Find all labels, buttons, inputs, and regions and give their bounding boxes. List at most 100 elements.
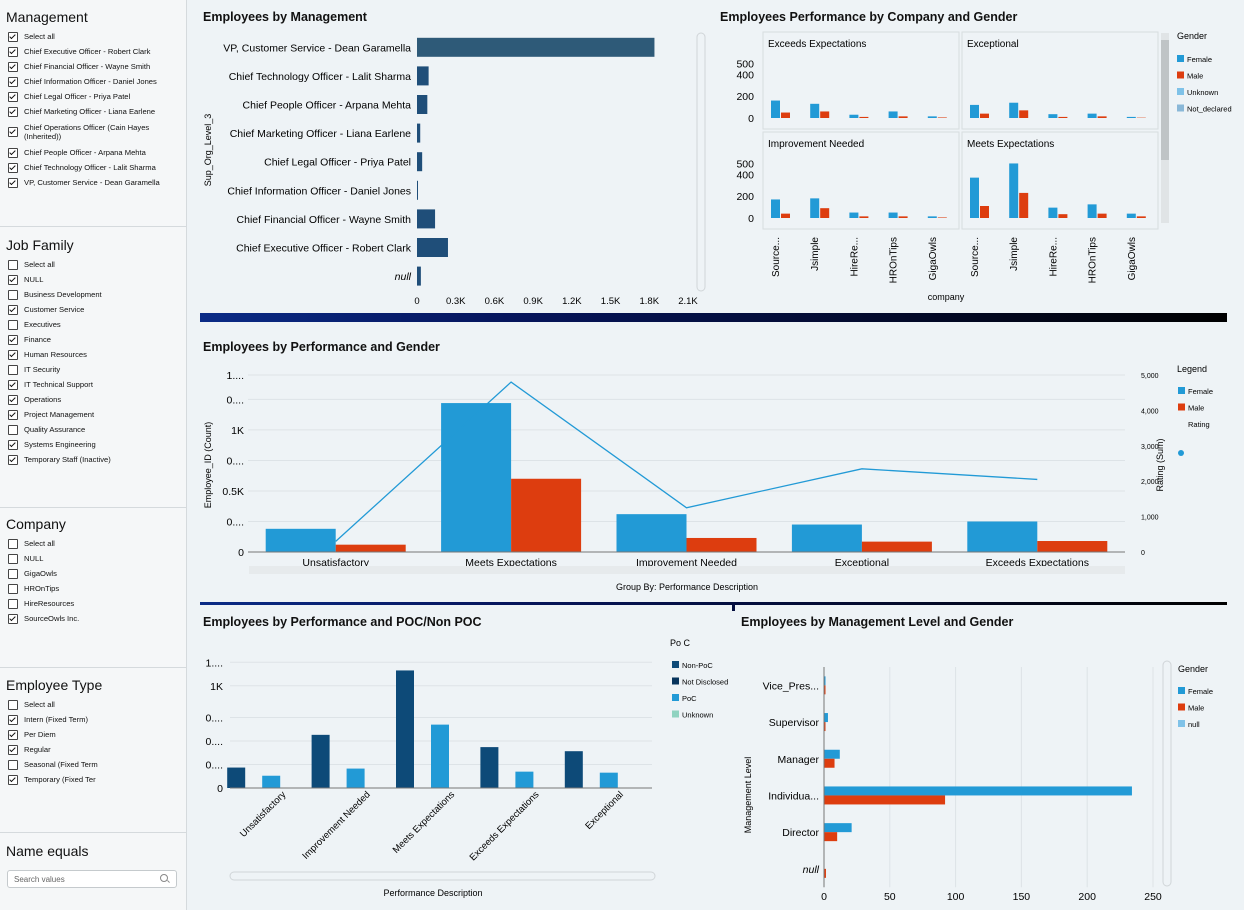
filter-option[interactable]: Project Management [8,407,186,422]
legend-swatch [672,694,679,701]
filter-option[interactable]: Chief Financial Officer - Wayne Smith [8,59,186,74]
checkbox[interactable] [8,274,18,285]
filter-option[interactable]: Chief Marketing Officer - Liana Earlene [8,104,186,119]
bar [861,541,932,552]
filter-option[interactable]: Select all [8,697,186,712]
checkbox[interactable] [8,598,18,609]
checkbox[interactable] [8,162,18,173]
checkbox[interactable] [8,424,18,435]
filter-option[interactable]: Chief Legal Officer - Priya Patel [8,89,186,104]
category-label: Chief Executive Officer - Robert Clark [236,243,412,255]
checkbox[interactable] [8,334,18,345]
checkbox[interactable] [8,583,18,594]
filter-option[interactable]: HireResources [8,596,186,611]
checkbox[interactable] [8,46,18,57]
filter-option[interactable]: VP, Customer Service - Dean Garamella [8,175,186,190]
checkbox[interactable] [8,409,18,420]
checkbox[interactable] [8,147,18,158]
filter-option[interactable]: Finance [8,332,186,347]
checkbox[interactable] [8,106,18,117]
bar [824,713,828,723]
checkbox[interactable] [8,394,18,405]
bar [265,528,336,552]
filter-option-label: NULL [24,554,44,563]
filter-option[interactable]: Executives [8,317,186,332]
checkbox[interactable] [8,553,18,564]
divider [0,667,186,668]
category-label: Manager [778,754,820,766]
checkbox[interactable] [8,714,18,725]
checkbox[interactable] [8,31,18,42]
filter-option[interactable]: Quality Assurance [8,422,186,437]
filter-option[interactable]: Systems Engineering [8,437,186,452]
filter-option[interactable]: Per Diem [8,727,186,742]
filter-option[interactable]: Intern (Fixed Term) [8,712,186,727]
filter-option[interactable]: NULL [8,551,186,566]
legend-label: Not Disclosed [682,678,728,687]
filter-option[interactable]: GigaOwls [8,566,186,581]
name-filter-title: Name equals [6,843,89,859]
y-tick-label: 0.5K [222,486,244,498]
filter-option[interactable]: SourceOwls Inc. [8,611,186,626]
bar [859,116,869,118]
filter-option[interactable]: NULL [8,272,186,287]
filter-option[interactable]: Operations [8,392,186,407]
checkbox[interactable] [8,699,18,710]
bar [810,198,820,218]
filter-option[interactable]: Temporary Staff (Inactive) [8,452,186,467]
filter-option[interactable]: IT Technical Support [8,377,186,392]
filter-option[interactable]: Select all [8,536,186,551]
filter-option[interactable]: Chief Technology Officer - Lalit Sharma [8,160,186,175]
filter-option[interactable]: Temporary (Fixed Ter [8,772,186,787]
x-tick-label: GigaOwls [928,237,939,280]
filter-option[interactable]: Customer Service [8,302,186,317]
checkbox[interactable] [8,61,18,72]
checkbox[interactable] [8,259,18,270]
filter-option[interactable]: Regular [8,742,186,757]
filter-option[interactable]: Business Development [8,287,186,302]
checkbox[interactable] [8,774,18,785]
checkbox[interactable] [8,538,18,549]
bar [1126,213,1136,218]
filter-option[interactable]: Chief Executive Officer - Robert Clark [8,44,186,59]
x-tick-label: Meets Expectations [391,789,458,856]
filter-option[interactable]: Select all [8,257,186,272]
filter-option[interactable]: Human Resources [8,347,186,362]
legend-swatch [1178,720,1185,727]
filter-option[interactable]: IT Security [8,362,186,377]
checkbox[interactable] [8,91,18,102]
checkbox[interactable] [8,729,18,740]
checkbox[interactable] [8,304,18,315]
bar [1037,541,1108,552]
filter-option[interactable]: Seasonal (Fixed Term [8,757,186,772]
checkbox[interactable] [8,744,18,755]
checkbox[interactable] [8,454,18,465]
filter-option[interactable]: Chief People Officer - Arpana Mehta [8,145,186,160]
checkbox[interactable] [8,127,18,137]
checkbox[interactable] [8,76,18,87]
legend-label: Not_declared [1187,105,1232,114]
filter-option-label: Chief Marketing Officer - Liana Earlene [24,107,156,116]
checkbox[interactable] [8,439,18,450]
x-tick-label: HireRe... [1048,237,1059,276]
filter-option[interactable]: Chief Information Officer - Daniel Jones [8,74,186,89]
checkbox[interactable] [8,613,18,624]
scrollbar-thumb [1161,40,1169,160]
checkbox[interactable] [8,177,18,188]
checkbox[interactable] [8,568,18,579]
checkbox[interactable] [8,349,18,360]
bar [927,216,937,218]
filter-option[interactable]: Select all [8,29,186,44]
checkbox[interactable] [8,759,18,770]
checkbox[interactable] [8,379,18,390]
management-filter-title: Management [6,9,88,25]
name-search-input[interactable]: Search values [7,870,177,888]
filter-option-label: GigaOwls [24,569,57,578]
checkbox[interactable] [8,319,18,330]
filter-option[interactable]: Chief Operations Officer (Cain Hayes (In… [8,119,186,145]
y-tick-label: 500 [736,158,754,170]
legend-swatch [672,677,679,685]
checkbox[interactable] [8,364,18,375]
checkbox[interactable] [8,289,18,300]
filter-option[interactable]: HROnTips [8,581,186,596]
